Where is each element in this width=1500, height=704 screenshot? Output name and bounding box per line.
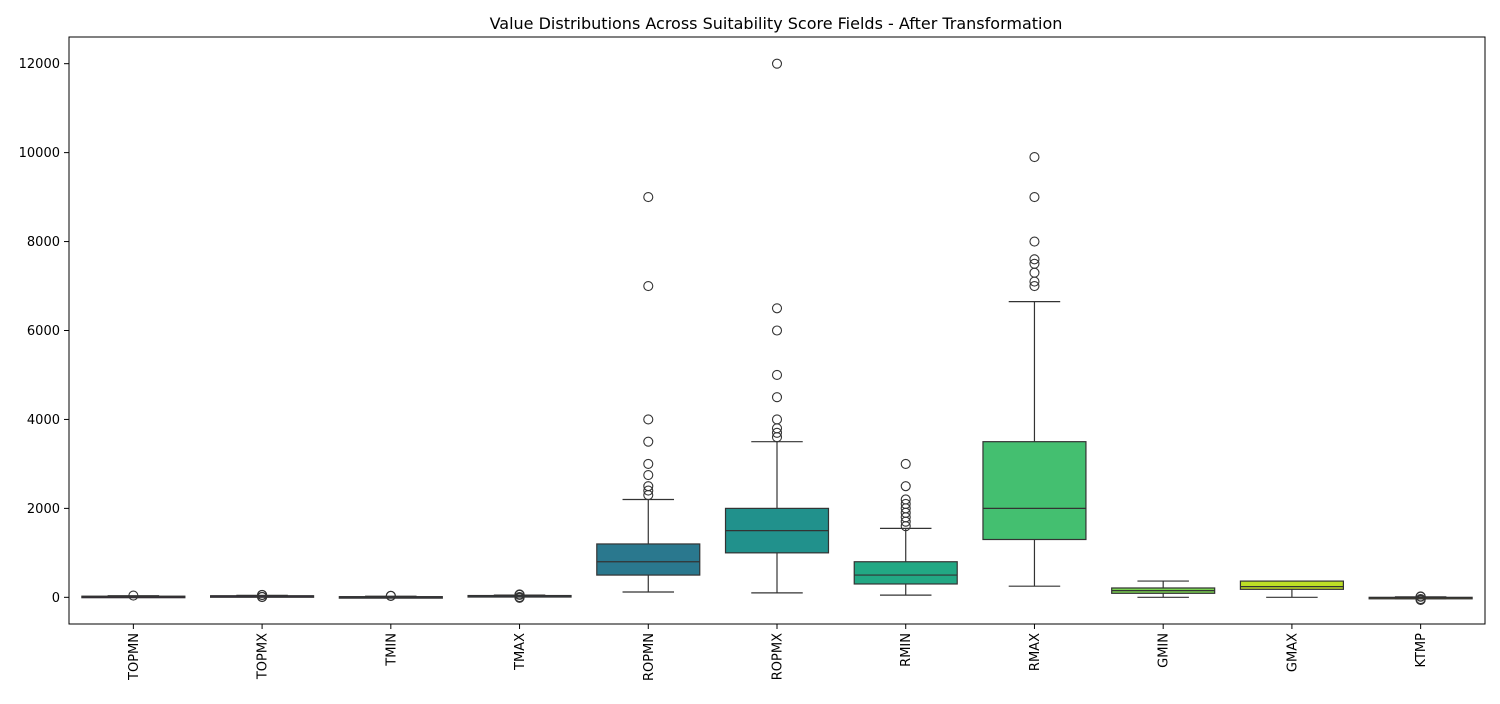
outlier-point: [257, 589, 268, 600]
outlier-point: [643, 280, 654, 292]
y-tick-label: 0: [52, 591, 60, 606]
outlier-point: [643, 485, 654, 496]
x-tick-label: RMAX: [1028, 633, 1043, 671]
outlier-point: [900, 498, 911, 509]
outlier-point: [1415, 594, 1426, 605]
outlier-point: [1029, 267, 1040, 278]
outlier-point: [128, 590, 139, 601]
outlier-point: [1029, 280, 1040, 292]
outlier-point: [643, 414, 654, 425]
outlier-point: [771, 303, 783, 314]
outlier-point: [643, 192, 654, 203]
box-rmax: [982, 441, 1087, 541]
outlier-point: [1029, 192, 1040, 203]
outlier-point: [1029, 254, 1040, 265]
y-tick-label: 12000: [19, 57, 60, 72]
x-tick-label: ROPMX: [771, 633, 786, 680]
outlier-point: [900, 458, 911, 469]
outlier-point: [643, 436, 654, 447]
x-tick-label: TOPMN: [127, 633, 142, 681]
chart-title: Value Distributions Across Suitability S…: [490, 14, 1063, 33]
outlier-point: [771, 369, 783, 381]
y-tick-label: 4000: [27, 413, 60, 428]
box-rmin: [853, 561, 958, 585]
y-tick-label: 8000: [27, 235, 60, 250]
outlier-point: [514, 589, 525, 600]
x-tick-label: TOPMX: [256, 633, 271, 680]
outlier-point: [643, 458, 654, 469]
outlier-point: [900, 494, 911, 505]
outlier-point: [1029, 236, 1040, 247]
outlier-point: [1029, 152, 1040, 163]
outlier-point: [1415, 591, 1426, 602]
outlier-point: [643, 481, 654, 492]
outlier-point: [771, 392, 783, 403]
outlier-point: [385, 590, 396, 601]
y-tick-label: 6000: [27, 324, 60, 339]
outlier-point: [771, 414, 783, 425]
box-gmax: [1239, 580, 1345, 590]
x-tick-label: GMIN: [1157, 633, 1172, 668]
x-tick-label: TMAX: [513, 633, 528, 671]
y-tick-label: 2000: [27, 502, 60, 517]
x-tick-label: RMIN: [899, 633, 914, 667]
outlier-point: [771, 325, 783, 336]
x-tick-label: KTMP: [1414, 633, 1429, 668]
outlier-point: [771, 58, 783, 69]
x-tick-label: TMIN: [384, 633, 399, 667]
box-ropmn: [596, 543, 701, 576]
y-tick-label: 10000: [19, 146, 60, 161]
outlier-point: [643, 469, 654, 481]
outlier-point: [1029, 258, 1040, 269]
x-tick-label: GMAX: [1285, 633, 1300, 672]
outlier-point: [900, 481, 911, 492]
outlier-point: [771, 427, 783, 438]
x-tick-label: ROPMN: [642, 633, 657, 681]
